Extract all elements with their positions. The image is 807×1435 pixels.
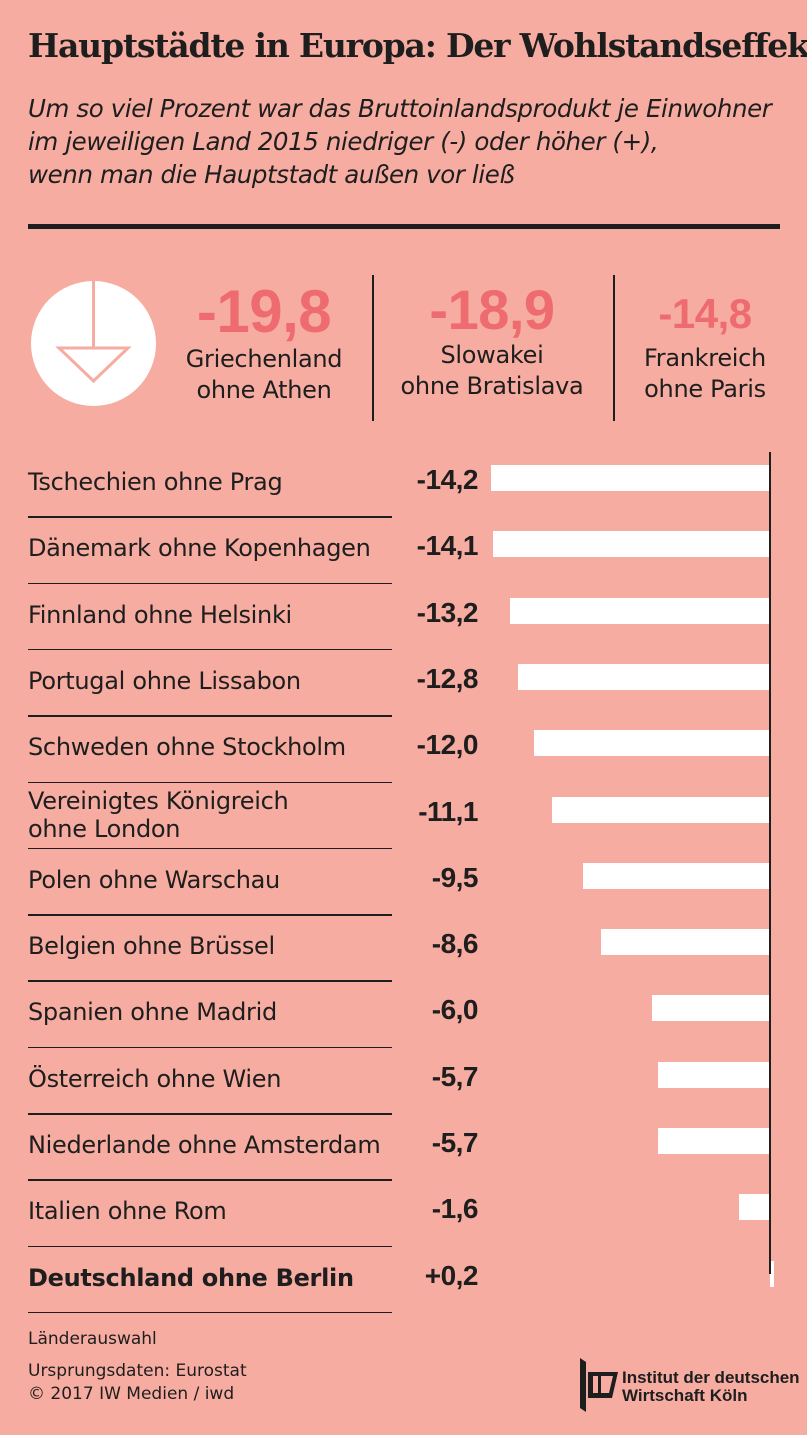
footer-note: Länderauswahl	[28, 1329, 157, 1349]
top-stat-label: Griechenland ohne Athen	[176, 344, 352, 406]
top-stat-slovakia: -18,9 Slowakei ohne Bratislava	[388, 282, 596, 402]
row-divider	[28, 914, 392, 916]
top-stat-label-line: Frankreich	[644, 344, 766, 372]
value-label: -9,5	[431, 861, 479, 893]
row-divider	[28, 516, 392, 518]
value-label: -5,7	[431, 1127, 479, 1158]
bar	[600, 929, 770, 956]
category-label: Tschechien ohne Prag	[28, 468, 283, 496]
institute-logo-text: Institut der deutschen Wirtschaft Köln	[622, 1369, 800, 1405]
row-divider	[28, 1179, 392, 1181]
category-label: Spanien ohne Madrid	[28, 998, 277, 1027]
value-label: -8,6	[431, 928, 479, 960]
top-stat-label-line: Slowakei	[440, 341, 544, 369]
category-label: Belgien ohne Brüssel	[28, 932, 275, 961]
category-label: Niederlande ohne Amsterdam	[28, 1131, 381, 1159]
footer-source: Ursprungsdaten: Eurostat	[28, 1361, 247, 1381]
category-label: Polen ohne Warschau	[28, 865, 280, 894]
value-label: -12,8	[416, 662, 479, 694]
value-label: -13,2	[416, 596, 479, 628]
value-label: -11,1	[418, 795, 478, 827]
row-divider	[28, 1113, 392, 1115]
bar	[518, 663, 770, 690]
bar	[492, 531, 770, 558]
category-label: Schweden ohne Stockholm	[28, 733, 346, 762]
bar	[770, 1260, 774, 1287]
chart-title: Hauptstädte in Europa: Der Wohlstandseff…	[28, 26, 807, 65]
subtitle-line: Um so viel Prozent war das Bruttoinlands…	[28, 94, 772, 123]
bar	[657, 1128, 770, 1154]
bar	[490, 465, 770, 491]
footer-copyright: © 2017 IW Medien / iwd	[28, 1384, 235, 1404]
top-stat-label-line: ohne Athen	[196, 376, 332, 404]
top-stat-label-line: ohne Paris	[644, 375, 766, 403]
category-label: Italien ohne Rom	[28, 1197, 227, 1226]
bar	[652, 995, 770, 1022]
zero-axis	[769, 452, 771, 1274]
top-stat-label-line: Griechenland	[185, 345, 343, 373]
column-divider	[372, 275, 374, 421]
row-divider	[28, 1046, 392, 1049]
category-label: Deutschland ohne Berlin	[28, 1263, 354, 1292]
top-stat-label: Slowakei ohne Bratislava	[388, 340, 596, 402]
top-stat-value: -14,8	[658, 290, 752, 337]
bar	[583, 862, 770, 889]
down-arrow-icon	[31, 281, 156, 406]
top-stat-label: Frankreich ohne Paris	[626, 343, 784, 405]
value-label: -14,2	[416, 464, 479, 495]
row-divider	[28, 1245, 392, 1248]
row-divider	[28, 781, 392, 783]
top-stat-value: -18,9	[429, 278, 555, 341]
category-label: Österreich ohne Wien	[28, 1064, 282, 1093]
row-divider	[28, 980, 392, 982]
value-label: -1,6	[431, 1193, 479, 1225]
logo-line: Institut der deutschen	[622, 1368, 800, 1387]
bar	[551, 796, 770, 823]
top-stat-greece: -19,8 Griechenland ohne Athen	[176, 282, 352, 406]
top-stat-france: -14,8 Frankreich ohne Paris	[626, 282, 784, 405]
subtitle-line: im jeweiligen Land 2015 niedriger (-) od…	[28, 127, 659, 156]
category-label: Portugal ohne Lissabon	[28, 666, 301, 695]
category-label: Vereinigtes Königreich ohne London	[28, 787, 398, 843]
value-label: -12,0	[416, 729, 479, 761]
category-label-line: ohne London	[28, 814, 181, 843]
top-stat-value: -19,8	[196, 278, 332, 345]
value-label: +0,2	[424, 1259, 479, 1291]
row-divider	[28, 582, 392, 585]
header-divider	[28, 224, 780, 229]
chart-subtitle: Um so viel Prozent war das Bruttoinlands…	[28, 92, 793, 191]
value-label: -14,1	[416, 530, 479, 562]
row-divider	[28, 1311, 392, 1314]
category-label: Finnland ohne Helsinki	[28, 600, 292, 629]
column-divider	[613, 275, 615, 421]
top-stat-label-line: ohne Bratislava	[400, 372, 584, 400]
bar	[534, 730, 770, 757]
logo-line: Wirtschaft Köln	[622, 1386, 748, 1405]
iw-logo-icon	[578, 1358, 620, 1412]
category-label: Dänemark ohne Kopenhagen	[28, 534, 371, 563]
row-divider	[28, 847, 392, 850]
value-label: -6,0	[431, 994, 479, 1026]
bar	[510, 597, 770, 624]
row-divider	[28, 648, 392, 651]
row-divider	[28, 715, 392, 717]
category-label-line: Vereinigtes Königreich	[28, 786, 289, 815]
bar	[657, 1061, 770, 1088]
subtitle-line: wenn man die Hauptstadt außen vor ließ	[28, 160, 515, 189]
bar	[738, 1194, 770, 1221]
value-label: -5,7	[431, 1060, 479, 1092]
